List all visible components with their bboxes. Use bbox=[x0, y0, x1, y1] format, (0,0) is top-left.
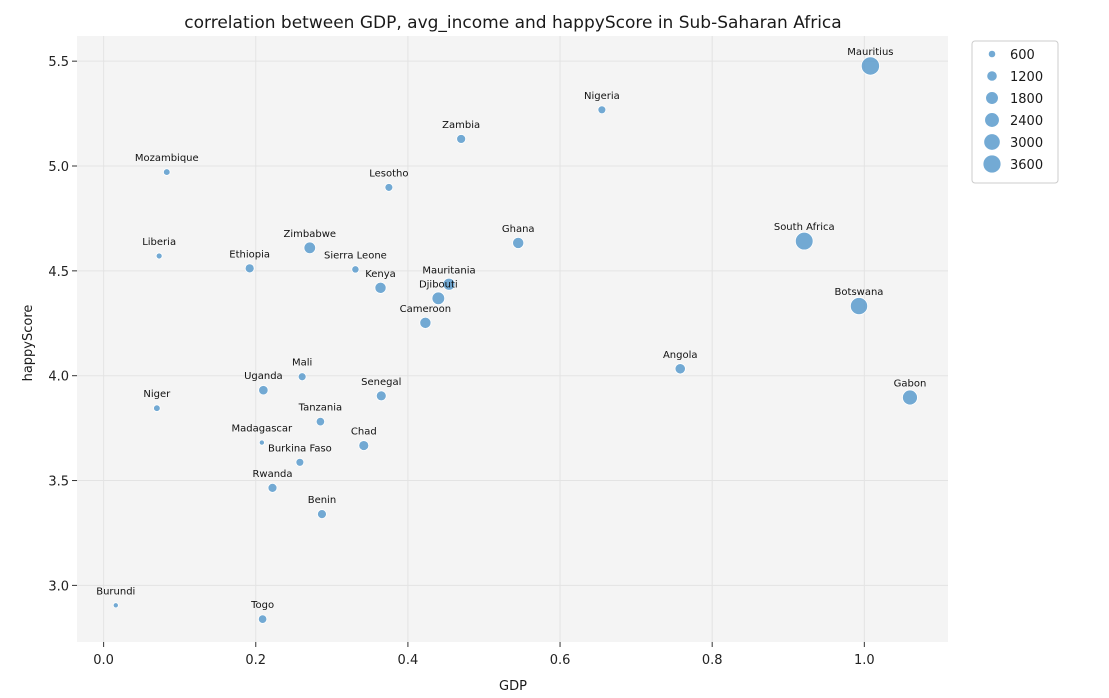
data-label: Angola bbox=[663, 350, 698, 361]
data-point bbox=[597, 105, 607, 115]
y-tick-label: 3.0 bbox=[48, 579, 69, 594]
data-point bbox=[860, 56, 880, 76]
data-label: Mozambique bbox=[135, 153, 199, 164]
data-label: Niger bbox=[143, 389, 171, 400]
legend-entry-label: 2400 bbox=[1010, 114, 1043, 129]
data-label: Mauritania bbox=[422, 265, 475, 276]
legend: 600 1200 1800 2400 3000 3600 bbox=[971, 40, 1059, 184]
x-tick-label: 0.4 bbox=[398, 653, 419, 668]
data-point bbox=[258, 385, 269, 396]
data-label: Cameroon bbox=[400, 304, 451, 315]
y-axis-label: happyScore bbox=[21, 305, 36, 382]
data-point bbox=[303, 241, 316, 254]
data-label: Gabon bbox=[894, 379, 927, 390]
data-point bbox=[902, 389, 918, 406]
data-label: Ghana bbox=[502, 224, 535, 235]
data-point bbox=[794, 231, 814, 251]
data-point bbox=[267, 482, 278, 493]
data-point bbox=[315, 416, 326, 427]
data-point bbox=[849, 297, 869, 316]
data-point bbox=[351, 265, 360, 274]
data-label: Uganda bbox=[244, 371, 283, 382]
data-label: Burkina Faso bbox=[268, 443, 332, 454]
legend-marker bbox=[982, 154, 1002, 174]
data-point bbox=[317, 509, 327, 519]
legend-entry-label: 600 bbox=[1010, 48, 1035, 63]
x-tick-label: 0.6 bbox=[550, 653, 571, 668]
x-tick-label: 0.2 bbox=[245, 653, 266, 668]
legend-marker bbox=[985, 91, 999, 105]
data-label: Lesotho bbox=[369, 168, 408, 179]
data-label: Burundi bbox=[96, 586, 135, 597]
x-tick-label: 1.0 bbox=[854, 653, 875, 668]
legend-entry-label: 3600 bbox=[1010, 158, 1043, 173]
data-point bbox=[419, 316, 432, 329]
data-point bbox=[512, 236, 525, 249]
data-point bbox=[431, 291, 446, 306]
x-tick-label: 0.0 bbox=[93, 653, 114, 668]
data-label: Chad bbox=[351, 427, 377, 438]
y-tick-label: 5.5 bbox=[48, 55, 69, 70]
data-label: Zimbabwe bbox=[284, 229, 337, 240]
data-label: Mauritius bbox=[847, 47, 893, 58]
legend-entry-label: 3000 bbox=[1010, 136, 1043, 151]
data-point bbox=[456, 134, 467, 144]
y-tick-label: 5.0 bbox=[48, 160, 69, 175]
data-label: Sierra Leone bbox=[324, 250, 387, 261]
data-point bbox=[384, 183, 394, 192]
data-point bbox=[163, 168, 171, 176]
data-label: Liberia bbox=[142, 237, 176, 248]
data-point bbox=[674, 363, 686, 375]
data-point bbox=[258, 439, 265, 446]
data-point bbox=[244, 263, 255, 274]
data-point bbox=[155, 252, 163, 260]
data-point bbox=[297, 372, 307, 382]
y-tick-label: 3.5 bbox=[48, 475, 69, 490]
legend-entry-label: 1800 bbox=[1010, 92, 1043, 107]
data-point bbox=[442, 277, 456, 291]
chart-title: correlation between GDP, avg_income and … bbox=[184, 13, 841, 33]
data-label: Benin bbox=[308, 495, 336, 506]
data-label: Rwanda bbox=[252, 469, 292, 480]
data-point bbox=[153, 404, 161, 412]
data-point bbox=[257, 614, 268, 624]
plot-background bbox=[77, 36, 948, 642]
data-label: Senegal bbox=[361, 377, 401, 388]
legend-marker bbox=[986, 70, 998, 82]
data-label: South Africa bbox=[774, 222, 835, 233]
data-label: Nigeria bbox=[584, 91, 620, 102]
legend-marker bbox=[983, 133, 1001, 151]
legend-marker bbox=[987, 49, 997, 59]
data-point bbox=[375, 390, 387, 402]
data-label: Togo bbox=[250, 600, 274, 611]
data-point bbox=[295, 457, 305, 467]
x-axis-label: GDP bbox=[499, 679, 527, 694]
data-label: Mali bbox=[292, 358, 312, 369]
y-tick-label: 4.0 bbox=[48, 370, 69, 385]
plot-area: 0.0 0.2 0.4 0.6 0.8 1.0 3.0 3.5 4.0 4.5 5.0 5.5 Maur… bbox=[48, 36, 948, 668]
data-label: Madagascar bbox=[232, 424, 294, 435]
y-tick-label: 4.5 bbox=[48, 265, 69, 280]
data-label: Tanzania bbox=[298, 403, 343, 414]
data-label: Kenya bbox=[365, 269, 396, 280]
data-label: Ethiopia bbox=[229, 249, 270, 260]
legend-entry-label: 1200 bbox=[1010, 70, 1043, 85]
data-point bbox=[112, 602, 119, 609]
data-point bbox=[358, 440, 370, 451]
data-label: Botswana bbox=[835, 287, 884, 298]
x-tick-label: 0.8 bbox=[702, 653, 723, 668]
legend-marker bbox=[984, 112, 1000, 128]
data-point bbox=[374, 281, 387, 294]
data-label: Djibouti bbox=[419, 279, 458, 290]
data-label: Zambia bbox=[442, 120, 480, 131]
